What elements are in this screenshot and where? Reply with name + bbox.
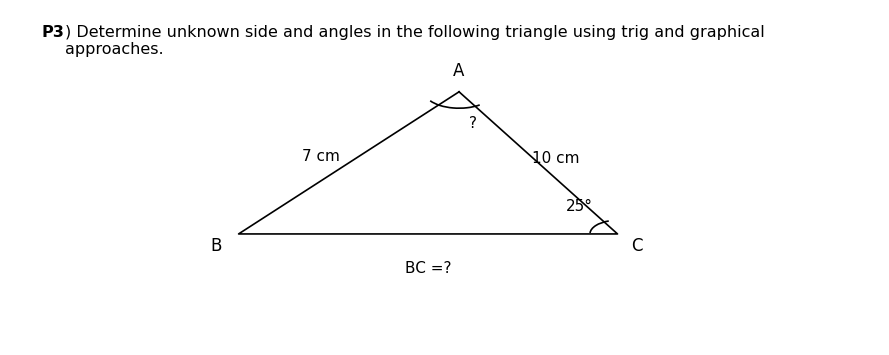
- Text: ?: ?: [469, 116, 477, 131]
- Text: C: C: [631, 237, 643, 255]
- Text: 10 cm: 10 cm: [532, 151, 580, 166]
- Text: B: B: [210, 237, 221, 255]
- Text: A: A: [453, 61, 465, 80]
- Text: ) Determine unknown side and angles in the following triangle using trig and gra: ) Determine unknown side and angles in t…: [65, 25, 765, 57]
- Text: 25°: 25°: [566, 199, 593, 214]
- Text: P3: P3: [42, 25, 65, 40]
- Text: BC =?: BC =?: [404, 261, 452, 275]
- Text: 7 cm: 7 cm: [302, 148, 340, 164]
